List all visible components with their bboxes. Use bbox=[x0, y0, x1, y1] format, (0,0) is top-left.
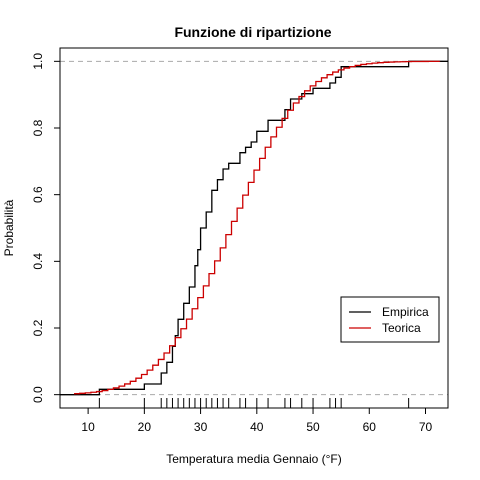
series-line-teorica bbox=[74, 60, 441, 395]
rug-marks bbox=[98, 398, 410, 408]
x-tick-label: 50 bbox=[306, 420, 320, 434]
x-tick-label: 30 bbox=[194, 420, 208, 434]
x-tick-label: 40 bbox=[250, 420, 264, 434]
legend-label-teorica: Teorica bbox=[382, 321, 421, 335]
x-tick-label: 10 bbox=[81, 420, 95, 434]
legend-label-empirica: Empirica bbox=[382, 305, 429, 319]
y-tick-label: 0.2 bbox=[31, 319, 45, 336]
x-tick-label: 20 bbox=[138, 420, 152, 434]
y-tick-label: 0.8 bbox=[31, 119, 45, 136]
y-axis-label: Probabilità bbox=[2, 199, 16, 256]
y-tick-label: 0.0 bbox=[31, 386, 45, 403]
series-line-empirica bbox=[60, 60, 448, 396]
x-tick-label: 60 bbox=[363, 420, 377, 434]
y-tick-label: 0.6 bbox=[31, 186, 45, 203]
y-tick-label: 0.4 bbox=[31, 253, 45, 270]
y-axis: 0.0 0.2 0.4 0.6 0.8 1.0 bbox=[31, 53, 61, 403]
x-tick-label: 70 bbox=[419, 420, 433, 434]
chart-title: Funzione di ripartizione bbox=[174, 24, 331, 40]
legend-box bbox=[340, 296, 440, 343]
legend: Empirica Teorica bbox=[340, 296, 440, 343]
plot-border bbox=[59, 47, 449, 409]
x-axis: 10 20 30 40 50 60 70 bbox=[81, 407, 433, 434]
x-axis-label: Temperatura media Gennaio (°F) bbox=[166, 452, 342, 466]
y-tick-label: 1.0 bbox=[31, 53, 45, 70]
